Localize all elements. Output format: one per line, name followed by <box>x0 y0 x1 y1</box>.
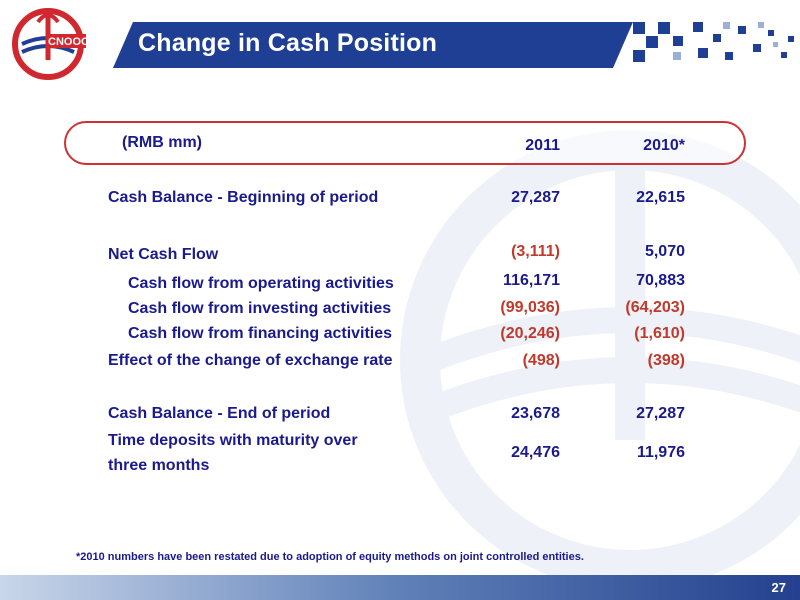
value-2011-ending-balance: 23,678 <box>511 405 560 422</box>
value-2011-net-cash-flow: (3,111) <box>511 243 560 260</box>
row-label-time-deposits-line1: Time deposits with maturity over <box>108 432 358 449</box>
value-2010-investing: (64,203) <box>625 299 685 316</box>
row-label-financing: Cash flow from financing activities <box>128 325 393 342</box>
value-2011-exchange-rate: (498) <box>522 352 560 369</box>
title-bar: Change in Cash Position <box>113 22 800 68</box>
column-header-2011: 2011 <box>525 137 560 154</box>
logo-watermark-icon <box>400 130 800 580</box>
value-2011-beginning-balance: 27,287 <box>511 189 560 206</box>
row-label-ending-balance: Cash Balance - End of period <box>108 405 331 422</box>
value-2010-net-cash-flow: 5,070 <box>644 243 685 260</box>
value-2011-operating: 116,171 <box>503 272 560 289</box>
value-2010-operating: 70,883 <box>636 272 685 289</box>
table-header-oval <box>64 121 746 165</box>
page-number: 27 <box>771 580 786 595</box>
value-2010-financing: (1,610) <box>634 325 685 342</box>
footnote: *2010 numbers have been restated due to … <box>76 551 584 563</box>
row-label-investing: Cash flow from investing activities <box>128 300 392 317</box>
page-title: Change in Cash Position <box>138 29 438 57</box>
value-2010-exchange-rate: (398) <box>647 352 685 369</box>
row-label-exchange-rate: Effect of the change of exchange rate <box>108 352 393 369</box>
row-label-operating: Cash flow from operating activities <box>128 275 394 292</box>
cnooc-logo-icon: CNOOC <box>12 8 89 80</box>
value-2011-investing: (99,036) <box>500 299 560 316</box>
value-2011-time-deposits: 24,476 <box>511 444 560 461</box>
row-label-time-deposits-line2: three months <box>108 457 210 474</box>
value-2010-beginning-balance: 22,615 <box>636 189 685 206</box>
company-logo: CNOOC <box>8 4 92 84</box>
svg-text:CNOOC: CNOOC <box>48 36 89 48</box>
row-label-net-cash-flow: Net Cash Flow <box>108 246 219 263</box>
value-2010-time-deposits: 11,976 <box>636 444 685 461</box>
slide-header: CNOOC <box>0 0 800 90</box>
row-label-beginning-balance: Cash Balance - Beginning of period <box>108 189 379 206</box>
footer-bar: 27 <box>0 575 800 600</box>
value-2011-financing: (20,246) <box>500 325 560 342</box>
value-2010-ending-balance: 27,287 <box>636 405 685 422</box>
unit-label: (RMB mm) <box>122 134 202 151</box>
column-header-2010: 2010* <box>643 137 685 154</box>
